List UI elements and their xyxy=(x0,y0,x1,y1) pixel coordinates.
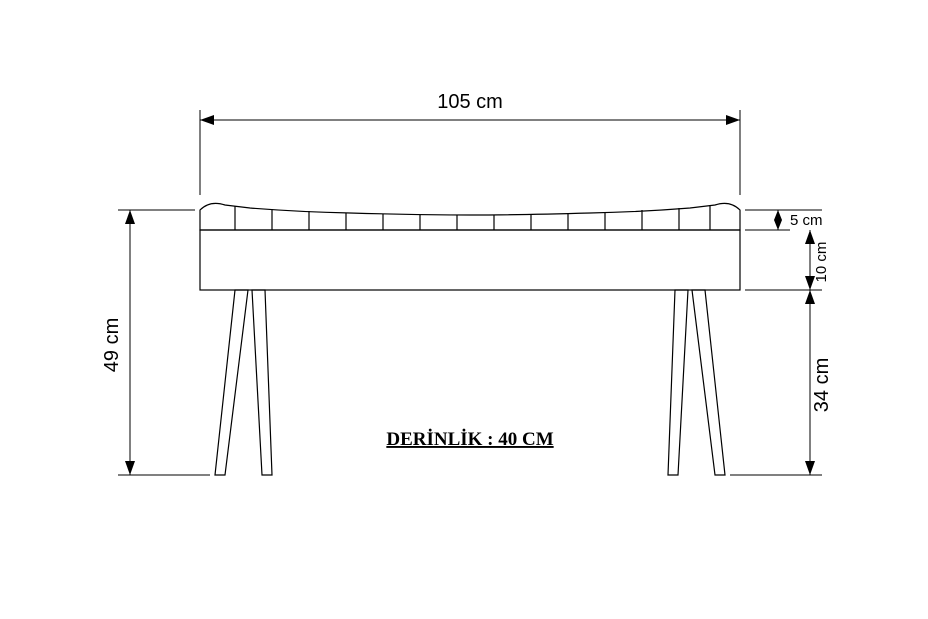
bench-frame xyxy=(200,230,740,290)
height-dimension: 49 cm xyxy=(101,210,210,475)
cushion-label: 5 cm xyxy=(790,212,823,229)
bench-cushion xyxy=(200,203,740,230)
frame-label: 10 cm xyxy=(813,242,830,283)
diagram-container: 105 cm 49 c xyxy=(0,0,928,619)
width-dimension: 105 cm xyxy=(200,91,740,195)
bench-diagram-svg: 105 cm 49 c xyxy=(0,0,928,619)
right-dimensions: 5 cm 10 cm 34 cm xyxy=(730,210,833,475)
height-label: 49 cm xyxy=(101,318,123,372)
depth-label: DERİNLİK : 40 CM xyxy=(386,429,553,450)
width-label: 105 cm xyxy=(437,91,503,113)
leg-label: 34 cm xyxy=(811,358,833,412)
